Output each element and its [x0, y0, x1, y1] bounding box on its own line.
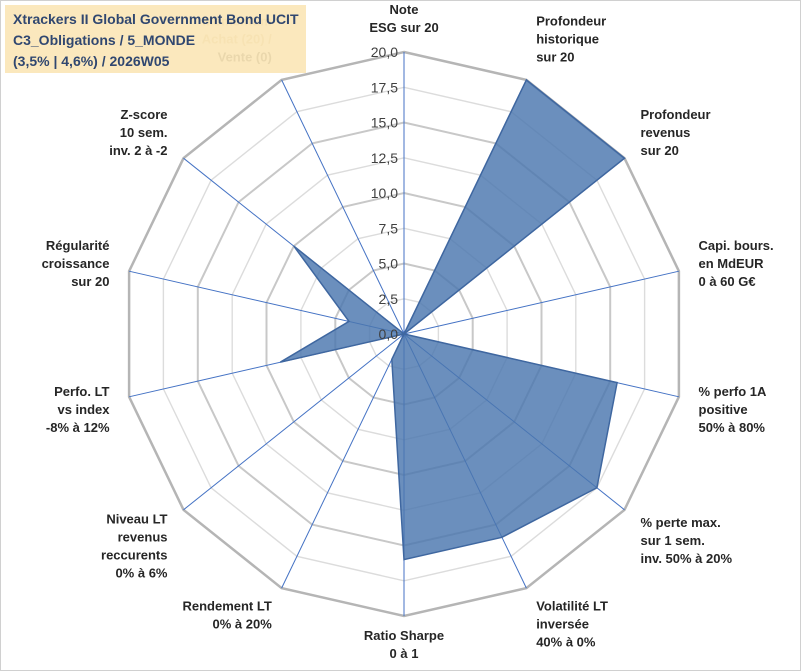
tick-label: 7,5: [379, 220, 399, 236]
tick-label: 12,5: [371, 150, 398, 166]
tick-label: 0,0: [379, 326, 399, 342]
radar-axis-labels: Note ESG sur 20 Profondeur historique sur 20…: [42, 2, 774, 661]
axis-label-line: Perfo. LT: [54, 384, 109, 399]
axis-label-line: positive: [699, 402, 748, 417]
chart-title-line-3: (3,5% | 4,6%) / 2026W05: [13, 53, 170, 69]
axis-label-line: sur 1 sem.: [641, 533, 705, 548]
axis-label: Rendement LT 0% à 20%: [182, 598, 272, 631]
axis-label-line: Ratio Sharpe: [364, 628, 444, 643]
axis-label-line: sur 20: [536, 50, 574, 65]
series-area: [279, 78, 626, 561]
axis-label-line: Volatilité LT: [536, 598, 608, 613]
axis-label: % perfo 1A positive 50% à 80%: [699, 384, 768, 435]
axis-label-line: ESG sur 20: [369, 20, 438, 35]
chart-title-line-2: C3_Obligations / 5_MONDE: [13, 32, 196, 48]
axis-label-line: vs index: [57, 402, 110, 417]
axis-label-line: Profondeur: [536, 14, 606, 29]
axis-label-line: % perte max.: [641, 515, 721, 530]
axis-label: Profondeur revenus sur 20: [641, 107, 711, 158]
axis-label: Perfo. LT vs index -8% à 12%: [46, 384, 110, 435]
radar-series: [279, 78, 626, 561]
axis-label: Ratio Sharpe 0 à 1: [364, 628, 444, 661]
axis-label-line: 0 à 60 G€: [699, 274, 756, 289]
axis-label: Capi. bours. en MdEUR 0 à 60 G€: [699, 238, 774, 289]
axis-label-line: historique: [536, 32, 599, 47]
axis-label-line: 0% à 20%: [213, 616, 273, 631]
axis-spoke: [281, 79, 405, 335]
axis-label-line: inv. 2 à -2: [109, 143, 167, 158]
axis-label-line: 0 à 1: [390, 646, 419, 661]
tick-label: 5,0: [379, 256, 399, 272]
axis-label-line: Régularité: [46, 238, 110, 253]
axis-label-line: revenus: [641, 125, 691, 140]
axis-spoke: [183, 333, 405, 511]
axis-label-line: % perfo 1A: [699, 384, 768, 399]
chart-title-box: Xtrackers II Global Government Bond UCIT…: [5, 5, 306, 73]
tick-label: 20,0: [371, 44, 398, 60]
axis-label-line: inv. 50% à 20%: [641, 551, 733, 566]
tick-label: 2,5: [379, 291, 399, 307]
axis-label-line: sur 20: [641, 143, 679, 158]
axis-label-line: Note: [390, 2, 419, 17]
axis-label: % perte max. sur 1 sem. inv. 50% à 20%: [641, 515, 733, 566]
axis-label-line: Z-score: [121, 107, 168, 122]
axis-label: Profondeur historique sur 20: [536, 14, 606, 65]
axis-label-line: 50% à 80%: [699, 420, 766, 435]
axis-label: Niveau LT revenus reccurents 0% à 6%: [101, 512, 168, 581]
axis-label-line: 40% à 0%: [536, 634, 596, 649]
axis-label-line: Profondeur: [641, 107, 711, 122]
axis-label-line: 0% à 6%: [115, 566, 167, 581]
radar-tick-labels: 0,0 2,5 5,0 7,5 10,0 12,5 15,0 17,5 20,0: [371, 44, 398, 342]
axis-spoke: [403, 270, 680, 335]
axis-label: Volatilité LT inversée 40% à 0%: [536, 598, 608, 649]
axis-label-line: Rendement LT: [182, 598, 271, 613]
axis-label-line: 10 sem.: [120, 125, 168, 140]
chart-title-line-1: Xtrackers II Global Government Bond UCIT: [13, 11, 299, 27]
axis-label: Régularité croissance sur 20: [42, 238, 110, 289]
axis-label-line: croissance: [42, 256, 110, 271]
axis-label-line: sur 20: [71, 274, 109, 289]
axis-label-line: revenus: [118, 530, 168, 545]
axis-label-line: Niveau LT: [106, 512, 167, 527]
tick-label: 10,0: [371, 185, 398, 201]
axis-label-line: en MdEUR: [699, 256, 765, 271]
axis-spoke: [281, 333, 405, 589]
axis-label: Note ESG sur 20: [369, 2, 438, 35]
axis-label-line: -8% à 12%: [46, 420, 110, 435]
axis-label-line: Capi. bours.: [699, 238, 774, 253]
tick-label: 17,5: [371, 79, 398, 95]
axis-label: Z-score 10 sem. inv. 2 à -2: [109, 107, 167, 158]
axis-label-line: reccurents: [101, 548, 167, 563]
axis-label-line: inversée: [536, 616, 589, 631]
tick-label: 15,0: [371, 115, 398, 131]
